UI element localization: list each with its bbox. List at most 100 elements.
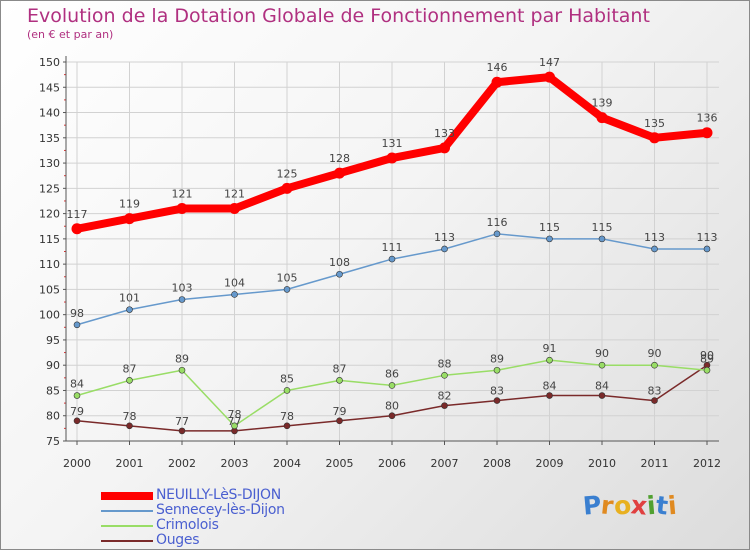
- data-point: [598, 392, 606, 399]
- data-label: 119: [119, 198, 140, 211]
- data-point: [546, 235, 553, 243]
- data-point: [178, 296, 186, 303]
- data-label: 128: [329, 152, 350, 165]
- y-tick-label: 105: [39, 283, 60, 296]
- data-point: [334, 167, 345, 179]
- data-label: 89: [175, 352, 189, 365]
- x-tick-label: 2009: [536, 457, 564, 470]
- data-point: [73, 392, 81, 399]
- chart-title: Evolution de la Dotation Globale de Fonc…: [27, 5, 650, 27]
- data-point: [598, 361, 606, 369]
- data-label: 101: [119, 292, 140, 305]
- y-tick-label: 90: [46, 359, 60, 372]
- data-label: 90: [595, 347, 609, 360]
- data-point: [598, 235, 606, 243]
- data-label: 113: [434, 231, 455, 244]
- data-point: [126, 377, 133, 384]
- legend-label: Ouges: [156, 532, 200, 548]
- data-point: [651, 245, 658, 253]
- x-tick-label: 2001: [116, 457, 144, 470]
- data-point: [231, 291, 238, 298]
- proxiti-logo: Proxiti: [582, 490, 678, 521]
- data-point: [544, 71, 555, 83]
- legend-swatch: [101, 509, 153, 512]
- data-point: [596, 112, 608, 124]
- data-label: 113: [697, 231, 718, 244]
- legend-swatch: [101, 539, 153, 542]
- data-label: 113: [644, 231, 665, 244]
- data-point: [701, 127, 713, 139]
- y-tick-label: 150: [39, 56, 60, 69]
- data-label: 84: [595, 380, 609, 393]
- data-label: 78: [280, 410, 294, 423]
- data-label: 133: [434, 127, 455, 140]
- data-label: 86: [385, 367, 399, 380]
- data-point: [388, 255, 396, 263]
- legend-item: NEUILLY-LèS-DIJON: [101, 488, 285, 503]
- data-label: 117: [67, 208, 88, 221]
- legend-item: Crimolois: [101, 518, 285, 533]
- y-tick-label: 120: [39, 208, 60, 221]
- data-label: 116: [487, 216, 508, 229]
- x-tick-label: 2011: [641, 457, 669, 470]
- legend-label: Crimolois: [156, 517, 219, 533]
- legend: NEUILLY-LèS-DIJON Sennecey-lès-Dijon Crimo…: [101, 488, 285, 548]
- data-label: 90: [700, 349, 714, 362]
- data-point: [388, 382, 396, 389]
- data-point: [441, 402, 448, 409]
- data-point: [703, 245, 711, 253]
- data-point: [176, 203, 188, 215]
- data-label: 78: [228, 408, 242, 421]
- legend-label: NEUILLY-LèS-DIJON: [156, 487, 281, 503]
- x-tick-label: 2008: [483, 457, 511, 470]
- x-tick-label: 2002: [168, 457, 196, 470]
- data-label: 111: [382, 241, 403, 254]
- data-label: 147: [539, 56, 560, 69]
- data-point: [229, 203, 240, 215]
- data-label: 131: [382, 137, 403, 150]
- x-tick-label: 2003: [221, 457, 249, 470]
- data-point: [491, 76, 503, 88]
- data-point: [336, 377, 343, 384]
- data-label: 84: [543, 380, 557, 393]
- y-tick-label: 95: [46, 334, 60, 347]
- data-point: [281, 182, 293, 194]
- data-label: 108: [329, 256, 350, 269]
- x-tick-label: 2012: [693, 457, 721, 470]
- y-tick-label: 110: [39, 258, 60, 271]
- y-tick-label: 130: [39, 157, 60, 170]
- legend-item: Sennecey-lès-Dijon: [101, 503, 285, 518]
- data-label: 139: [592, 97, 613, 110]
- data-point: [439, 142, 450, 154]
- data-point: [546, 392, 553, 399]
- data-point: [124, 213, 135, 225]
- data-label: 125: [277, 167, 298, 180]
- data-label: 87: [123, 362, 137, 375]
- legend-item: Ouges: [101, 533, 285, 548]
- y-tick-label: 125: [39, 182, 60, 195]
- data-label: 89: [490, 352, 504, 365]
- data-point: [651, 397, 658, 404]
- data-point: [73, 417, 81, 425]
- y-tick-label: 100: [39, 309, 60, 322]
- data-point: [336, 270, 343, 278]
- data-point: [178, 427, 186, 435]
- y-tick-label: 75: [46, 435, 60, 448]
- data-label: 98: [70, 307, 84, 320]
- y-tick-label: 85: [46, 384, 60, 397]
- data-point: [386, 152, 398, 164]
- data-point: [126, 306, 133, 313]
- data-label: 80: [385, 400, 399, 413]
- chart-subtitle: (en € et par an): [27, 28, 114, 41]
- data-point: [493, 366, 501, 374]
- x-tick-label: 2007: [431, 457, 459, 470]
- data-label: 90: [648, 347, 662, 360]
- x-tick-label: 2004: [273, 457, 301, 470]
- data-point: [493, 230, 501, 238]
- data-label: 78: [123, 410, 137, 423]
- y-tick-label: 140: [39, 107, 60, 120]
- data-point: [546, 356, 553, 364]
- data-point: [336, 417, 343, 425]
